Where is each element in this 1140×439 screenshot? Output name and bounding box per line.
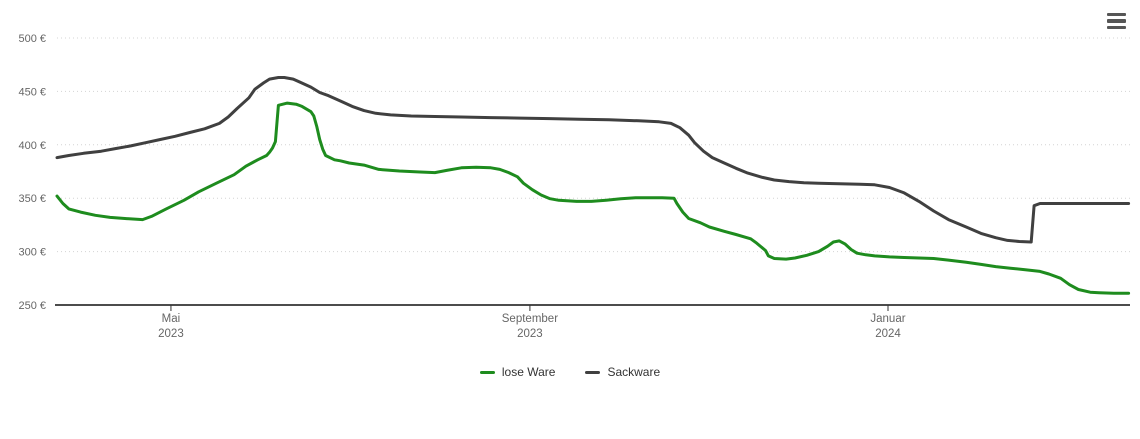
legend-dash-icon: [585, 370, 601, 374]
sackware-series-line[interactable]: [55, 76, 1131, 244]
lose-ware-series-line[interactable]: [55, 101, 1131, 295]
x-axis-label-month: Januar: [870, 313, 905, 325]
y-axis-labels: 250 € 300 € 350 € 400 € 450 € 500 €: [18, 33, 46, 312]
y-axis-label: 300 €: [18, 247, 46, 259]
hamburger-menu-icon[interactable]: [1107, 13, 1126, 29]
y-axis-label: 450 €: [18, 86, 46, 98]
y-axis-label: 250 €: [18, 300, 46, 312]
y-axis-label: 350 €: [18, 193, 46, 205]
y-axis-label: 400 €: [18, 140, 46, 152]
x-axis-label-year: 2023: [517, 328, 543, 340]
gridlines: [57, 37, 1130, 253]
x-axis-label-year: 2023: [158, 328, 184, 340]
series-lines: [55, 76, 1131, 295]
x-axis-label-month: September: [502, 313, 558, 325]
x-axis: [55, 304, 1130, 311]
legend-dash-icon: [479, 370, 495, 374]
legend-label: lose Ware: [501, 365, 556, 379]
hamburger-bar: [1107, 13, 1126, 17]
hamburger-bar: [1107, 19, 1126, 23]
legend-item-sackware[interactable]: Sackware: [585, 365, 660, 379]
x-axis-label-year: 2024: [875, 328, 901, 340]
chart-legend: lose Ware Sackware: [0, 362, 1140, 382]
hamburger-bar: [1107, 25, 1126, 29]
x-axis-labels: Mai 2023 September 2023 Januar 2024: [158, 313, 906, 340]
x-axis-label-month: Mai: [162, 313, 181, 325]
legend-item-lose-ware[interactable]: lose Ware: [479, 365, 556, 379]
legend-label: Sackware: [607, 365, 661, 379]
y-axis-label: 500 €: [18, 33, 46, 45]
